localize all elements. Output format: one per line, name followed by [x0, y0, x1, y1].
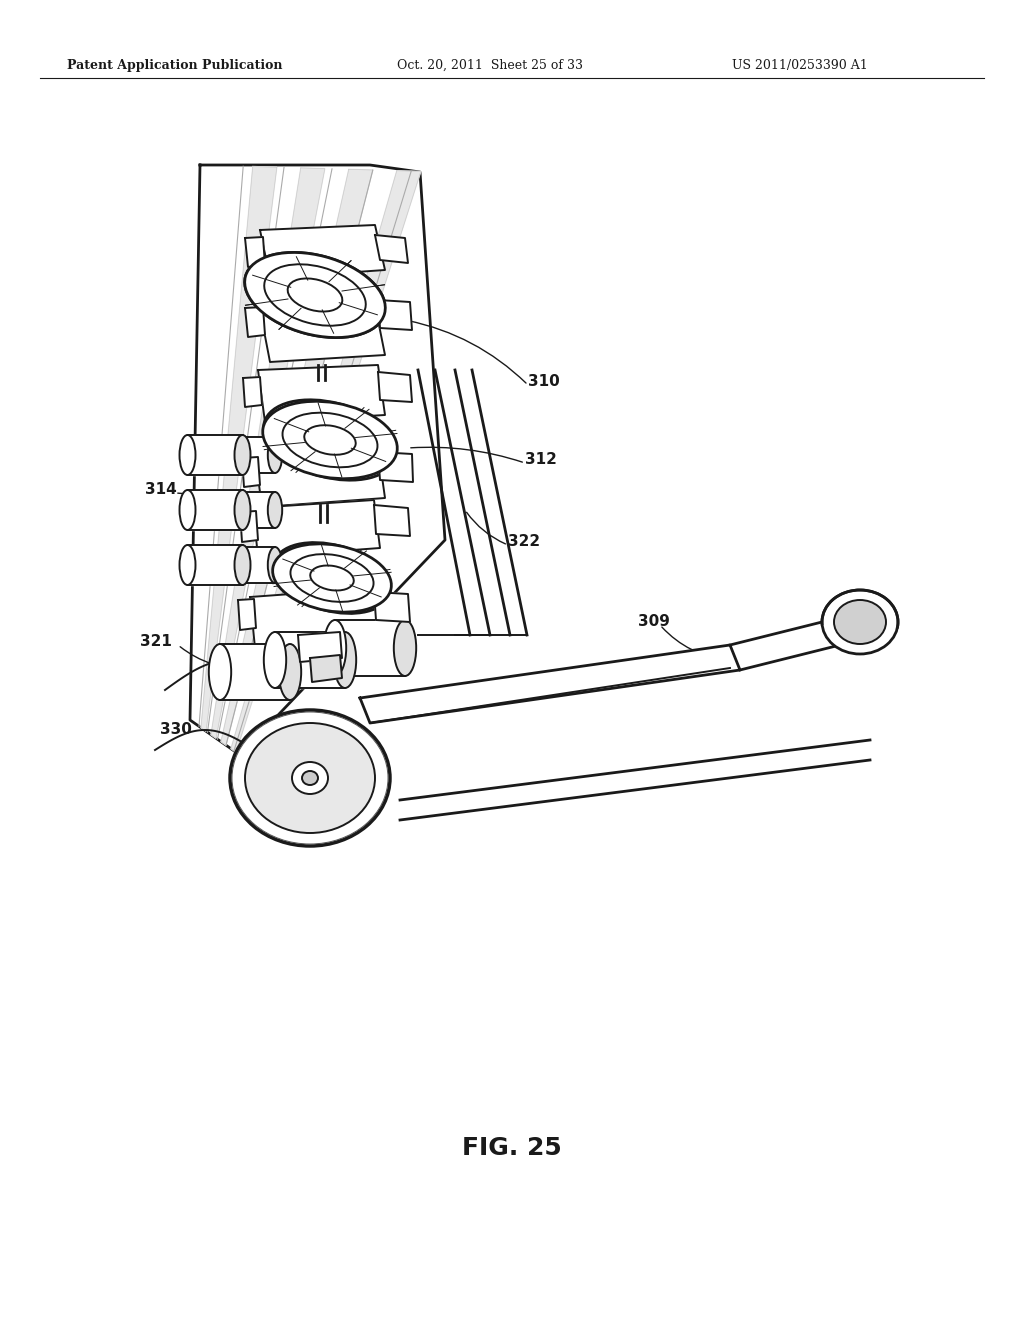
Text: 309: 309 [638, 615, 670, 630]
Polygon shape [187, 436, 243, 475]
Text: FIG. 25: FIG. 25 [462, 1137, 562, 1160]
Polygon shape [374, 506, 410, 536]
Polygon shape [234, 437, 275, 473]
Ellipse shape [288, 279, 342, 312]
Ellipse shape [263, 400, 396, 480]
Ellipse shape [304, 425, 355, 455]
Text: Oct. 20, 2011  Sheet 25 of 33: Oct. 20, 2011 Sheet 25 of 33 [397, 58, 583, 71]
Polygon shape [378, 300, 412, 330]
Text: 314: 314 [145, 483, 177, 498]
Ellipse shape [310, 565, 353, 591]
Ellipse shape [209, 644, 231, 700]
Ellipse shape [227, 437, 243, 473]
Polygon shape [211, 168, 325, 738]
Polygon shape [255, 447, 385, 507]
Ellipse shape [268, 437, 283, 473]
Polygon shape [335, 620, 406, 676]
Polygon shape [258, 366, 385, 422]
Polygon shape [360, 645, 740, 723]
Text: 321: 321 [140, 635, 172, 649]
Ellipse shape [334, 632, 356, 688]
Polygon shape [187, 545, 243, 585]
Ellipse shape [324, 620, 346, 676]
Polygon shape [201, 166, 276, 731]
Polygon shape [374, 591, 410, 622]
Polygon shape [234, 492, 275, 528]
Polygon shape [275, 632, 345, 688]
Ellipse shape [834, 601, 886, 644]
Polygon shape [375, 235, 408, 263]
Polygon shape [240, 511, 258, 543]
Ellipse shape [291, 553, 373, 603]
Ellipse shape [822, 590, 898, 653]
Ellipse shape [245, 252, 385, 338]
Ellipse shape [234, 490, 251, 531]
Text: 314: 314 [268, 748, 300, 763]
Text: 330: 330 [160, 722, 191, 738]
Ellipse shape [179, 436, 196, 475]
Ellipse shape [268, 492, 283, 528]
Polygon shape [190, 165, 445, 755]
Ellipse shape [304, 425, 355, 455]
Ellipse shape [272, 544, 391, 612]
Ellipse shape [234, 545, 251, 585]
Polygon shape [245, 308, 265, 337]
Polygon shape [220, 644, 290, 700]
Text: Patent Application Publication: Patent Application Publication [68, 58, 283, 71]
Ellipse shape [273, 543, 390, 614]
Ellipse shape [230, 710, 390, 846]
Ellipse shape [283, 413, 378, 467]
Ellipse shape [245, 252, 385, 338]
Ellipse shape [394, 620, 416, 676]
Polygon shape [378, 451, 413, 482]
Ellipse shape [283, 412, 377, 469]
Polygon shape [260, 305, 385, 362]
Ellipse shape [302, 771, 318, 785]
Polygon shape [260, 224, 385, 279]
Ellipse shape [310, 565, 353, 590]
Polygon shape [221, 169, 373, 746]
Ellipse shape [268, 546, 283, 583]
Ellipse shape [264, 264, 366, 326]
Ellipse shape [263, 401, 397, 479]
Ellipse shape [292, 762, 328, 795]
Polygon shape [245, 238, 265, 267]
Ellipse shape [234, 436, 251, 475]
Ellipse shape [179, 545, 196, 585]
Ellipse shape [179, 490, 196, 531]
Ellipse shape [245, 723, 375, 833]
Polygon shape [187, 490, 243, 531]
Polygon shape [242, 457, 260, 487]
Polygon shape [243, 378, 262, 407]
Polygon shape [298, 632, 342, 663]
Polygon shape [234, 546, 275, 583]
Polygon shape [378, 372, 412, 403]
Polygon shape [250, 587, 380, 648]
Polygon shape [253, 500, 380, 557]
Ellipse shape [264, 632, 286, 688]
Polygon shape [231, 170, 421, 752]
Text: 322: 322 [508, 535, 540, 549]
Text: 310: 310 [528, 375, 560, 389]
Ellipse shape [227, 492, 243, 528]
Text: US 2011/0253390 A1: US 2011/0253390 A1 [732, 58, 868, 71]
Ellipse shape [264, 264, 366, 326]
Polygon shape [310, 655, 342, 682]
Polygon shape [238, 599, 256, 630]
Text: 312: 312 [525, 453, 557, 467]
Ellipse shape [288, 279, 342, 312]
Ellipse shape [279, 644, 301, 700]
Ellipse shape [227, 546, 243, 583]
Ellipse shape [291, 554, 374, 602]
